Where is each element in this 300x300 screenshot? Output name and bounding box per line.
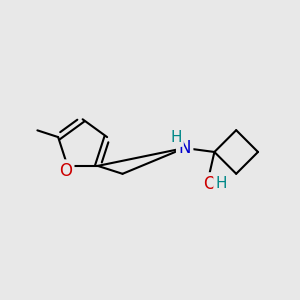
Text: H: H: [216, 176, 227, 191]
Text: N: N: [178, 139, 191, 157]
Text: O: O: [59, 162, 72, 180]
Text: O: O: [203, 175, 216, 193]
Text: H: H: [170, 130, 182, 145]
